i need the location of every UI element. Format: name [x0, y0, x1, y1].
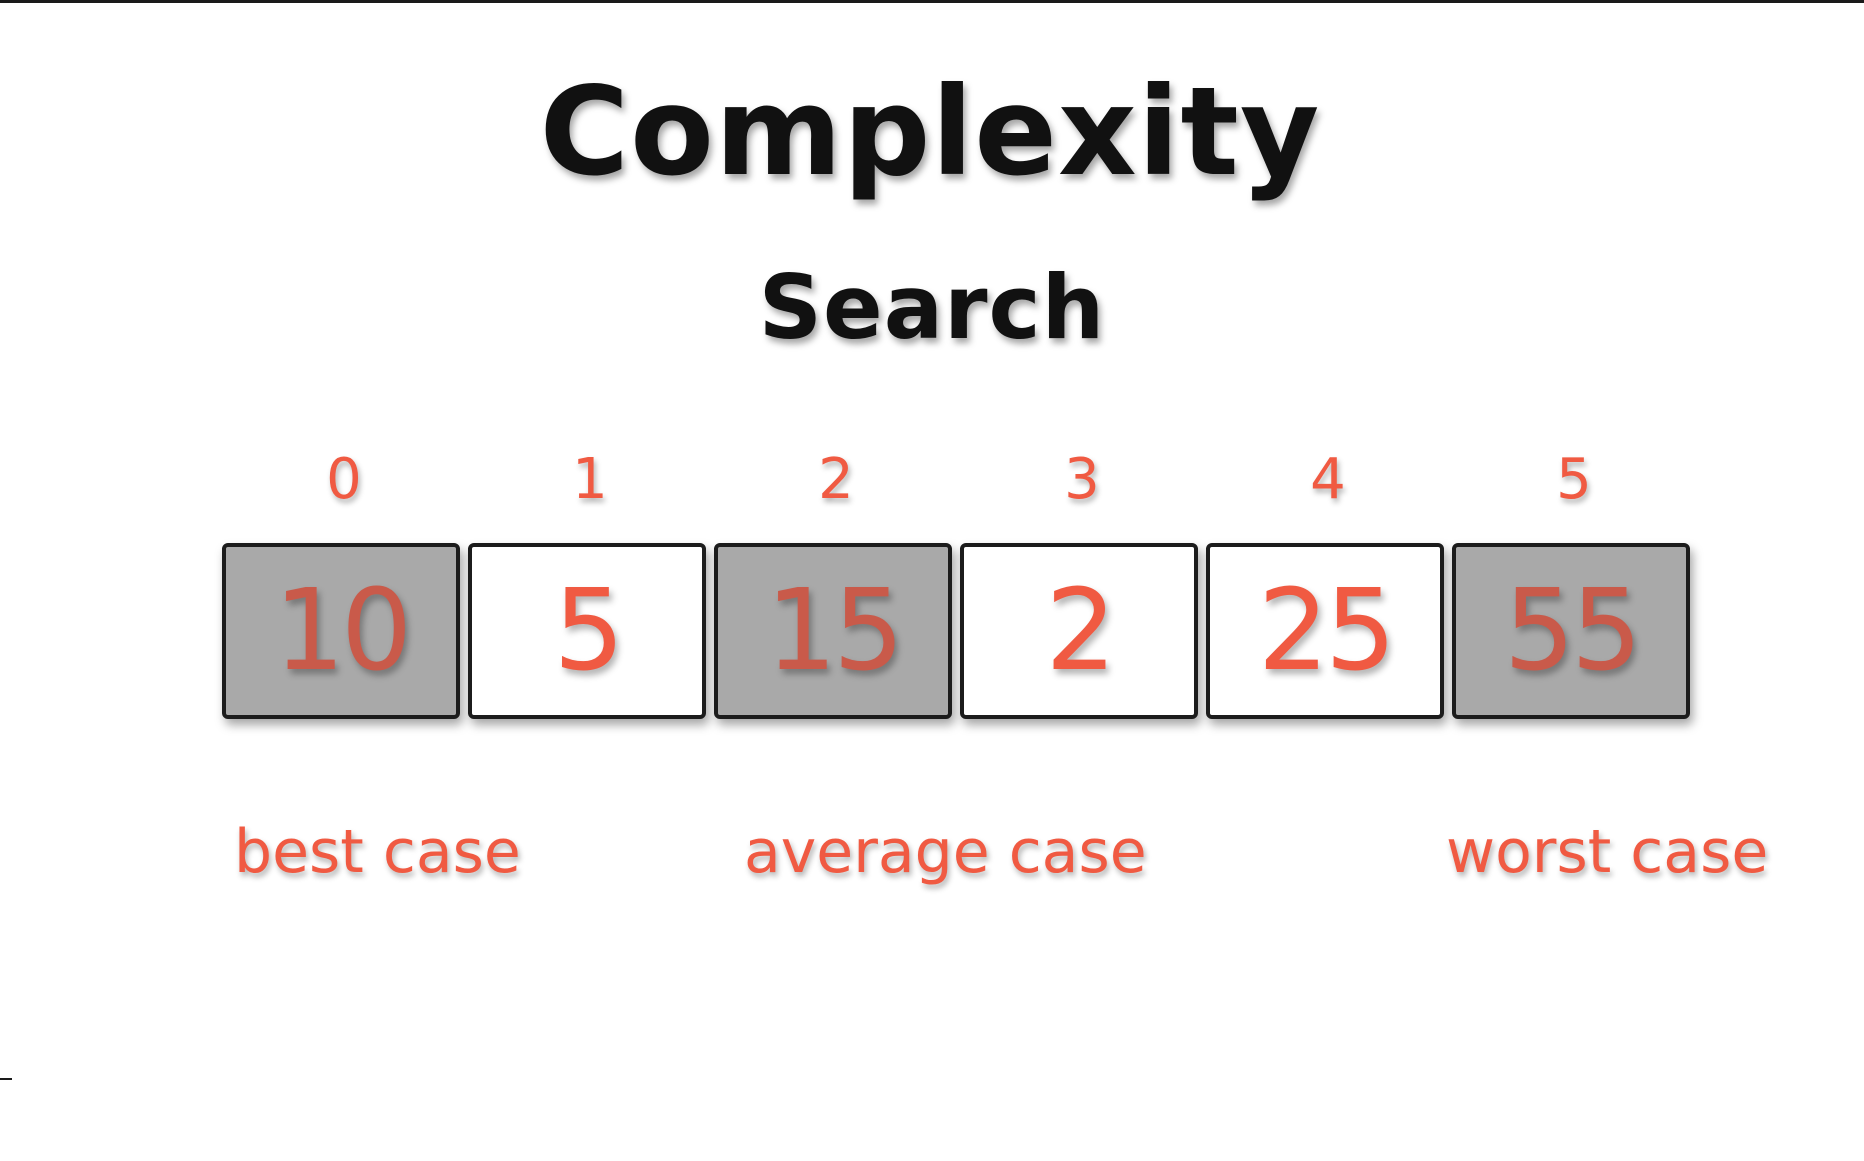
top-border [0, 0, 1864, 3]
cell-value: 10 [273, 566, 413, 696]
cell-value: 15 [765, 566, 905, 696]
cell-value: 5 [553, 566, 624, 696]
index-label: 2 [818, 447, 854, 512]
average-case-label: average case [744, 817, 1147, 887]
index-label: 0 [326, 447, 362, 512]
slide-subtitle: Search [758, 256, 1106, 359]
best-case-label: best case [234, 817, 521, 887]
array-cell: 55 [1452, 543, 1690, 719]
array-cell: 10 [222, 543, 460, 719]
worst-case-label: worst case [1446, 817, 1769, 887]
index-label: 3 [1064, 447, 1100, 512]
cell-value: 2 [1045, 566, 1116, 696]
cell-value: 55 [1503, 566, 1643, 696]
index-label: 5 [1556, 447, 1592, 512]
index-label: 1 [572, 447, 608, 512]
cell-value: 25 [1257, 566, 1397, 696]
corner-tick [0, 1078, 12, 1080]
array-cell: 25 [1206, 543, 1444, 719]
array-cell: 15 [714, 543, 952, 719]
index-label: 4 [1310, 447, 1346, 512]
slide-title: Complexity [539, 61, 1321, 203]
array-cell: 2 [960, 543, 1198, 719]
array-cell: 5 [468, 543, 706, 719]
